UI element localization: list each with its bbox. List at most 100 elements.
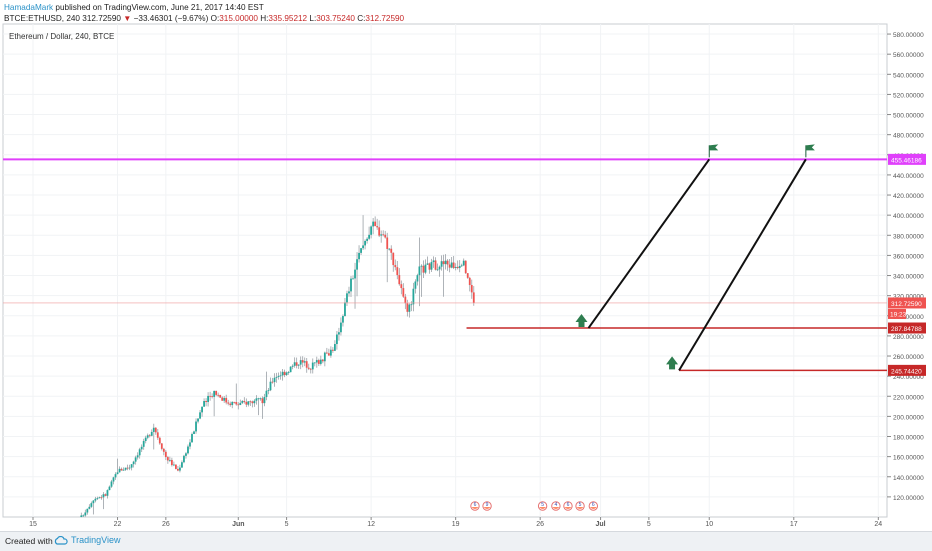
flag-icon[interactable] [805,144,815,151]
author-link[interactable]: HamadaMark [4,3,54,12]
y-tick-label: 140.00000 [893,475,924,482]
events: 6 9 5 4 6 5 6 [470,501,599,511]
candle-body [209,395,212,397]
candle-body [372,221,375,227]
x-tick-label: 26 [536,521,544,528]
candle-body [336,334,338,345]
candle-body [195,421,197,432]
y-tick-label: 160.00000 [893,455,924,462]
y-tick-label: 340.00000 [893,274,924,281]
down-arrow-icon: ▼ [123,14,132,23]
candle-body [229,403,232,406]
projection-line[interactable] [587,158,711,329]
candle-body [374,221,377,227]
candle-body [158,437,161,444]
candle-body [283,371,286,376]
candle-body [402,288,405,297]
price-change: −33.46301 (−9.67%) [133,14,209,23]
candle-body [94,498,97,501]
candle-body [150,431,153,436]
y-tick-label: 280.00000 [893,334,924,341]
candle-body [432,260,435,263]
candle-body [338,332,340,335]
x-tick-label: 17 [790,521,798,528]
plot-area[interactable] [2,23,888,518]
up-arrow-icon[interactable] [666,356,679,370]
support-1-label: 287.84788 [891,326,922,333]
candle-body [134,457,137,462]
candle-body [319,359,322,364]
candle-body [362,245,364,249]
candle-body [138,449,141,456]
candle-body [92,500,95,504]
candle-body [299,360,302,365]
candle-body [231,401,234,406]
grid [3,24,887,517]
candle-body [424,264,427,273]
candle-body [166,457,169,461]
candle-body [122,469,125,471]
candle-body [392,252,395,266]
candle-body [346,293,348,303]
open-label: O: [210,14,220,23]
up-arrow-icon[interactable] [575,314,588,328]
candle-body [390,248,393,253]
time-axis: 15 22 26 Jun 5 12 19 26 Jul 5 10 17 24 [29,517,882,528]
event-badge-accent [552,507,560,509]
candle-body [251,401,254,404]
tradingview-logo[interactable]: TradingView [54,535,121,545]
event-badge-count: 9 [486,502,489,508]
projection-line[interactable] [678,158,807,371]
event-badge-count: 6 [592,502,595,508]
candle-body [305,361,308,368]
event-badge-accent [589,507,597,509]
candle-body [223,397,226,401]
flag-icon[interactable] [709,144,719,151]
candle-body [124,467,127,470]
candle-body [217,394,220,396]
resistance-label: 455.46186 [891,157,922,164]
candle-body [342,316,344,323]
candle-body [275,376,278,378]
y-tick-label: 260.00000 [893,354,924,361]
candle-body [170,459,173,466]
candle-body [285,372,288,376]
cloud-icon [54,536,68,545]
x-tick-label: 10 [705,521,713,528]
price-chart[interactable]: Ethereum / Dollar, 240, BTCE 6 9 5 4 6 5 6 120… [0,0,932,531]
candle-body [215,390,218,395]
event-badge-count: 6 [474,502,477,508]
candle-body [466,273,469,278]
x-tick-label: 26 [162,521,170,528]
candle-body [460,265,463,267]
candle-body [221,397,224,401]
y-tick-label: 380.00000 [893,233,924,240]
candle-body [448,264,451,268]
high-value: 335.95212 [268,14,308,23]
x-tick-label: 5 [647,521,651,528]
countdown-label-bg [888,308,906,319]
candle-body [325,352,328,354]
candle-body [454,266,457,268]
candle-body [120,468,123,471]
candle-body [273,377,276,383]
candle-body [444,260,447,265]
candle-body [235,402,238,405]
candle-body [368,234,371,239]
candle-body [340,322,342,333]
symbol-info: BTCE:ETHUSD, 240 312.72590 ▼ −33.46301 (… [4,14,404,23]
last-price: 312.72590 [82,14,121,23]
candle-body [366,238,369,241]
candle-body [177,468,179,471]
candle-body [321,359,324,362]
candle-body [189,442,191,447]
y-tick-label: 180.00000 [893,435,924,442]
published-text: published on TradingView.com, June 21, 2… [53,3,264,12]
candle-body [293,362,296,366]
candle-body [323,352,326,362]
candle-body [239,402,242,405]
candle-body [404,296,407,304]
open-value: 315.00000 [219,14,258,23]
candle-body [350,278,352,292]
countdown-label: 19:23 [890,311,907,318]
